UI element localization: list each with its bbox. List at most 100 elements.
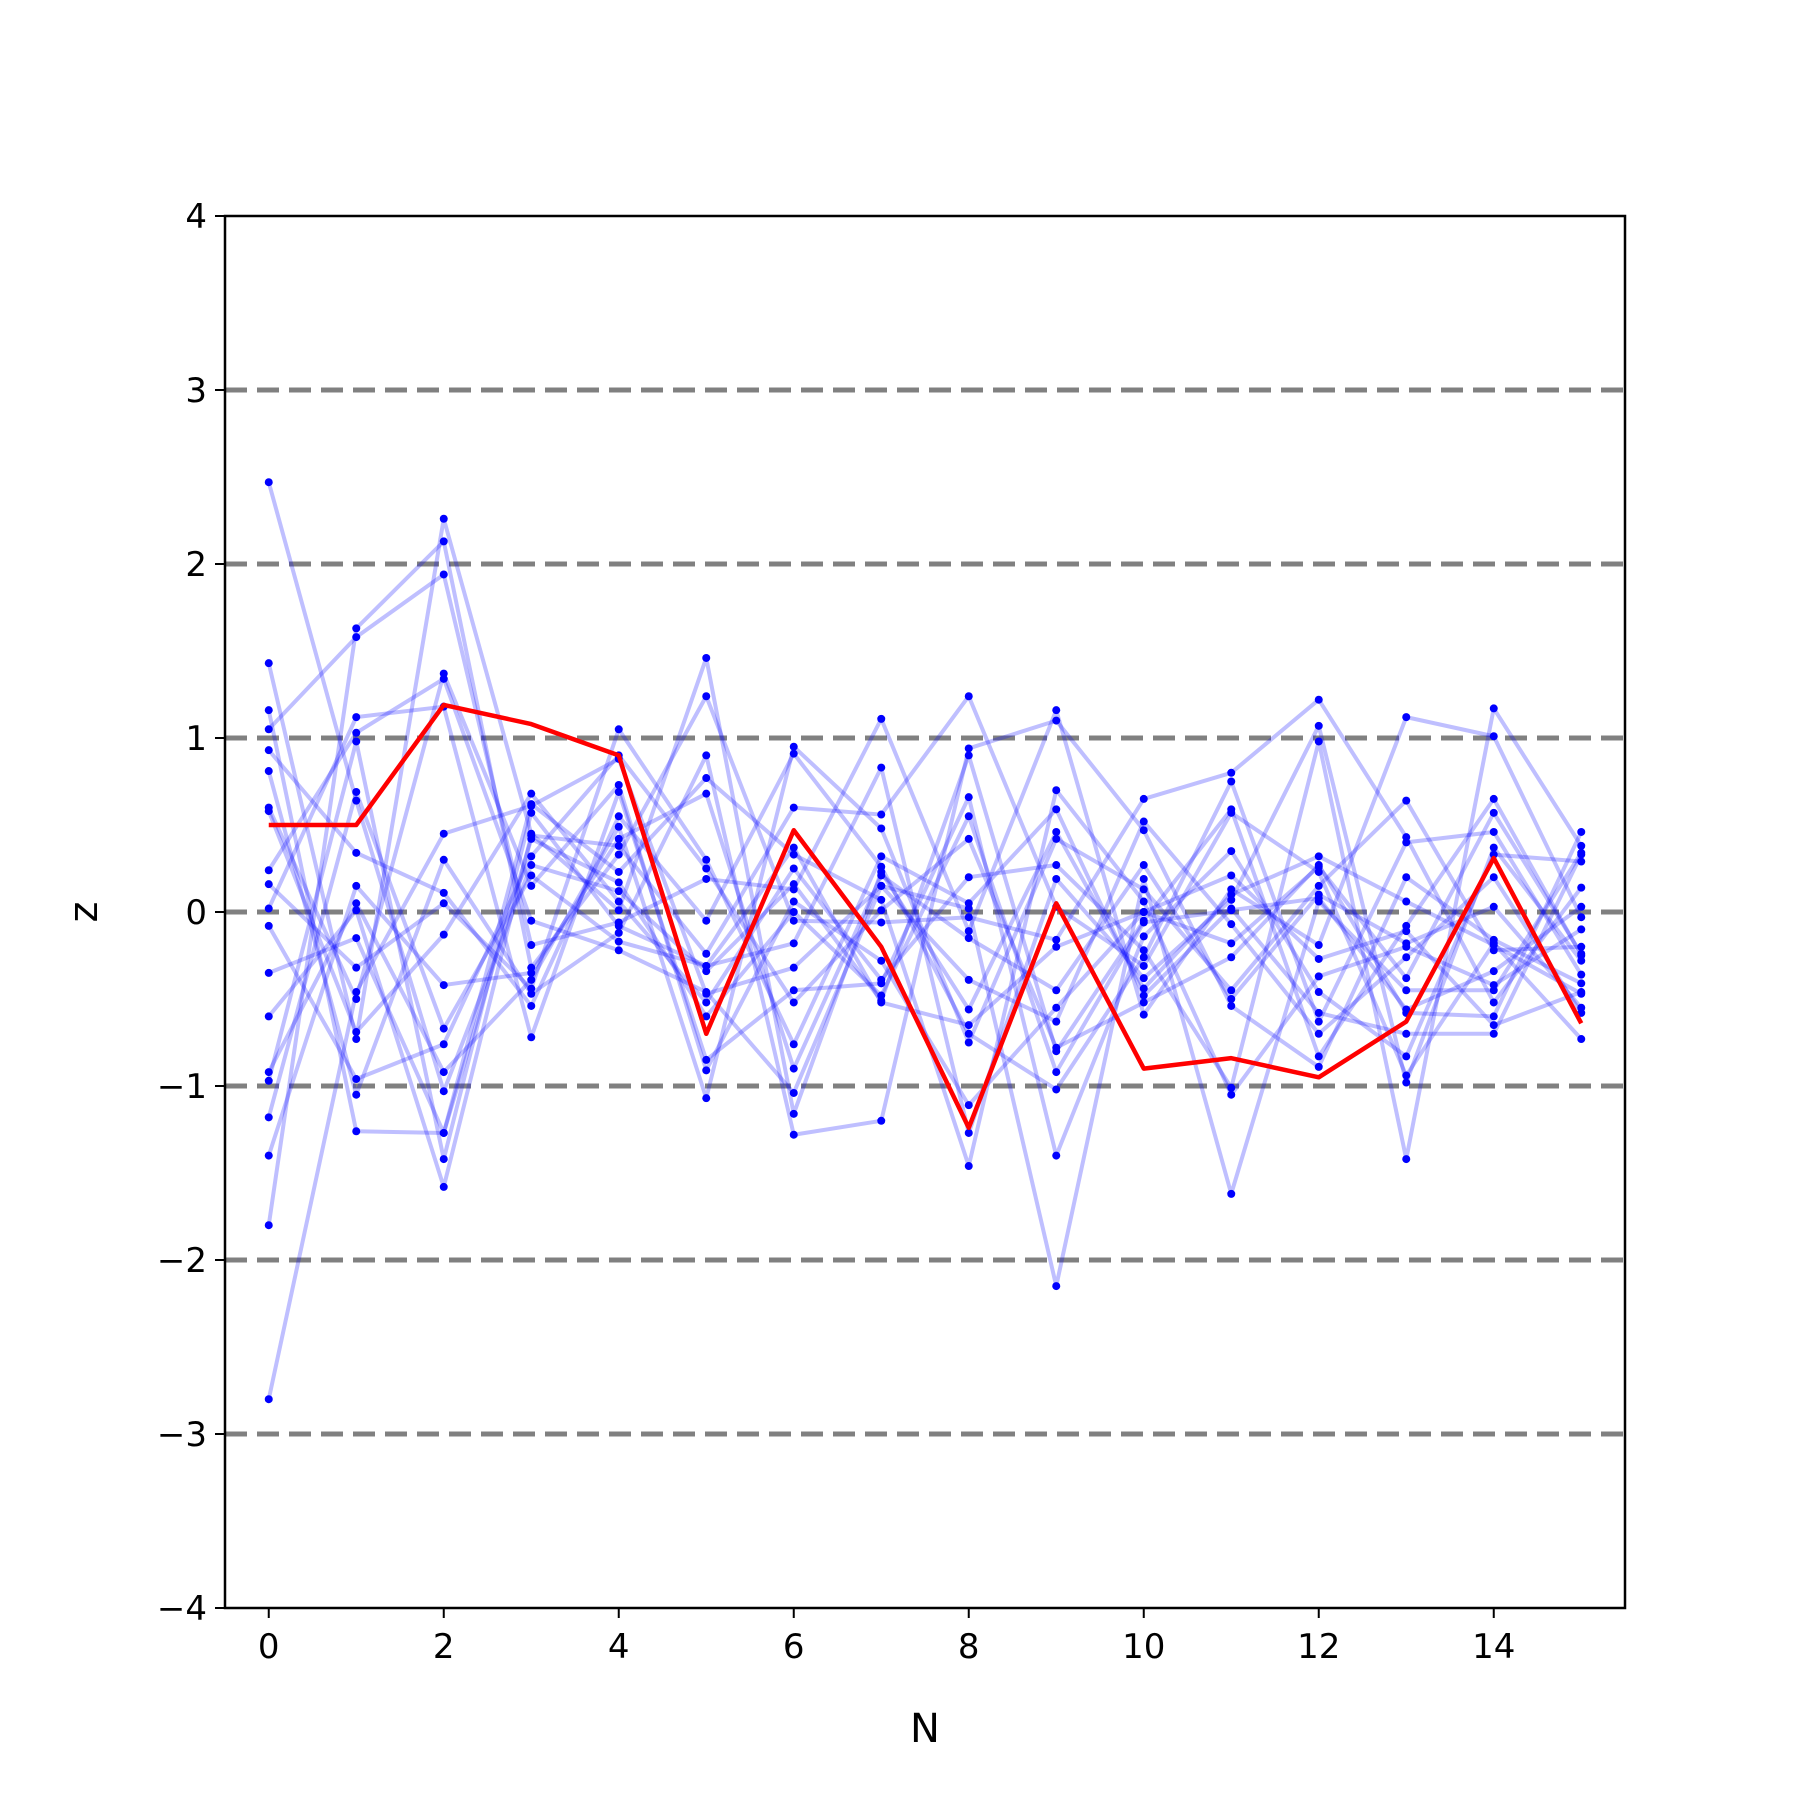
x-axis-label: N bbox=[910, 1706, 940, 1752]
sample-data-point bbox=[964, 1128, 973, 1137]
sample-data-point bbox=[264, 706, 273, 715]
sample-data-point bbox=[614, 928, 623, 937]
sample-data-point bbox=[702, 774, 711, 783]
sample-data-point bbox=[964, 812, 973, 821]
sample-series-line-19 bbox=[267, 727, 1584, 1047]
sample-data-point bbox=[1314, 1008, 1323, 1017]
sample-data-point bbox=[1052, 706, 1061, 715]
sample-data-point bbox=[1577, 949, 1586, 958]
y-axis-ticks: −4 −3 −2 −1 0 1 2 3 4 bbox=[157, 197, 225, 1629]
sample-data-point bbox=[1052, 935, 1061, 944]
sample-data-point bbox=[789, 986, 798, 995]
sample-data-point bbox=[1402, 1052, 1411, 1061]
sample-series-line-20 bbox=[266, 739, 1583, 1162]
sample-data-point bbox=[702, 751, 711, 760]
sample-data-point bbox=[789, 1064, 798, 1073]
sample-data-point bbox=[1577, 902, 1586, 911]
sample-data-point bbox=[614, 787, 623, 796]
y-tick-label: 2 bbox=[185, 545, 207, 585]
sample-data-point bbox=[439, 669, 448, 678]
sample-data-point bbox=[1052, 986, 1061, 995]
sample-data-point bbox=[1402, 953, 1411, 962]
sample-data-point bbox=[614, 780, 623, 789]
sample-data-point bbox=[352, 906, 361, 915]
sample-data-point bbox=[614, 878, 623, 887]
y-tick-label: −1 bbox=[157, 1067, 207, 1107]
y-tick-label: −3 bbox=[157, 1415, 207, 1455]
sample-data-point bbox=[264, 767, 273, 776]
sample-data-point bbox=[1577, 1003, 1586, 1012]
sample-data-point bbox=[964, 899, 973, 908]
sample-data-point bbox=[439, 930, 448, 939]
sample-data-point bbox=[1227, 895, 1236, 904]
sample-data-point bbox=[1489, 732, 1498, 741]
sample-data-point bbox=[1052, 827, 1061, 836]
sample-data-point bbox=[964, 927, 973, 936]
sample-data-point bbox=[789, 742, 798, 751]
sample-data-point bbox=[1052, 805, 1061, 814]
sample-data-point bbox=[352, 728, 361, 737]
sample-series-line-1 bbox=[266, 481, 1583, 1094]
sample-data-point bbox=[352, 624, 361, 633]
sample-data-point bbox=[1489, 704, 1498, 713]
sample-data-point bbox=[1402, 974, 1411, 983]
sample-data-point bbox=[439, 570, 448, 579]
sample-data-point bbox=[1052, 786, 1061, 795]
sample-data-point bbox=[964, 751, 973, 760]
sample-data-point bbox=[702, 949, 711, 958]
sample-data-point bbox=[1489, 981, 1498, 990]
sample-data-point bbox=[264, 1395, 273, 1404]
sample-data-point bbox=[1052, 1085, 1061, 1094]
sample-data-point bbox=[1489, 902, 1498, 911]
sample-data-point bbox=[352, 934, 361, 943]
sample-data-point bbox=[964, 975, 973, 984]
sample-data-point bbox=[877, 1116, 886, 1125]
y-tick-label: −2 bbox=[157, 1241, 207, 1281]
sample-data-point bbox=[1402, 897, 1411, 906]
sample-data-point bbox=[264, 1076, 273, 1085]
sample-data-point bbox=[1052, 1282, 1061, 1291]
sample-data-point bbox=[1402, 796, 1411, 805]
sample-data-point bbox=[702, 855, 711, 864]
sample-data-point bbox=[877, 998, 886, 1007]
sample-data-point bbox=[1489, 1012, 1498, 1021]
sample-data-point bbox=[702, 988, 711, 997]
sample-data-point bbox=[789, 908, 798, 916]
sample-data-point bbox=[964, 1038, 973, 1047]
x-tick-label: 12 bbox=[1297, 1627, 1340, 1667]
sample-data-point bbox=[1052, 874, 1061, 883]
sample-data-point bbox=[1489, 935, 1498, 944]
sample-data-point bbox=[789, 1109, 798, 1118]
sample-data-point bbox=[1227, 885, 1236, 894]
sample-data-point bbox=[439, 1068, 448, 1077]
sample-data-point bbox=[439, 1087, 448, 1096]
sample-data-point bbox=[352, 1075, 361, 1084]
sample-data-point bbox=[1052, 1068, 1061, 1077]
sample-data-point bbox=[1139, 826, 1148, 835]
sample-series-line-10 bbox=[266, 706, 1583, 1162]
sample-data-point bbox=[352, 1127, 361, 1136]
sample-data-point bbox=[1577, 850, 1586, 859]
sample-series-line-3 bbox=[266, 516, 1583, 1116]
sample-data-point bbox=[1577, 913, 1586, 922]
sample-data-point bbox=[1314, 852, 1323, 861]
sample-data-point bbox=[789, 897, 798, 906]
sample-data-point bbox=[1052, 1003, 1061, 1012]
sample-series-line-11 bbox=[266, 744, 1582, 1101]
sample-data-point bbox=[1489, 1021, 1498, 1030]
sample-data-point bbox=[614, 921, 623, 930]
sample-data-point bbox=[702, 1055, 711, 1064]
sample-data-point bbox=[1139, 794, 1148, 803]
sample-data-point bbox=[439, 1182, 448, 1191]
y-axis-label: z bbox=[61, 902, 107, 923]
sample-data-point bbox=[527, 871, 536, 880]
sample-data-point bbox=[789, 749, 798, 758]
sample-series-line-13 bbox=[267, 748, 1583, 1092]
sample-data-point bbox=[702, 692, 711, 701]
sample-series-line-2 bbox=[266, 756, 1583, 1400]
y-tick-label: 3 bbox=[185, 371, 207, 411]
sample-data-point bbox=[1227, 920, 1236, 929]
sample-data-point bbox=[1314, 890, 1323, 899]
sample-data-point bbox=[352, 796, 361, 805]
sample-data-point bbox=[1314, 881, 1323, 890]
